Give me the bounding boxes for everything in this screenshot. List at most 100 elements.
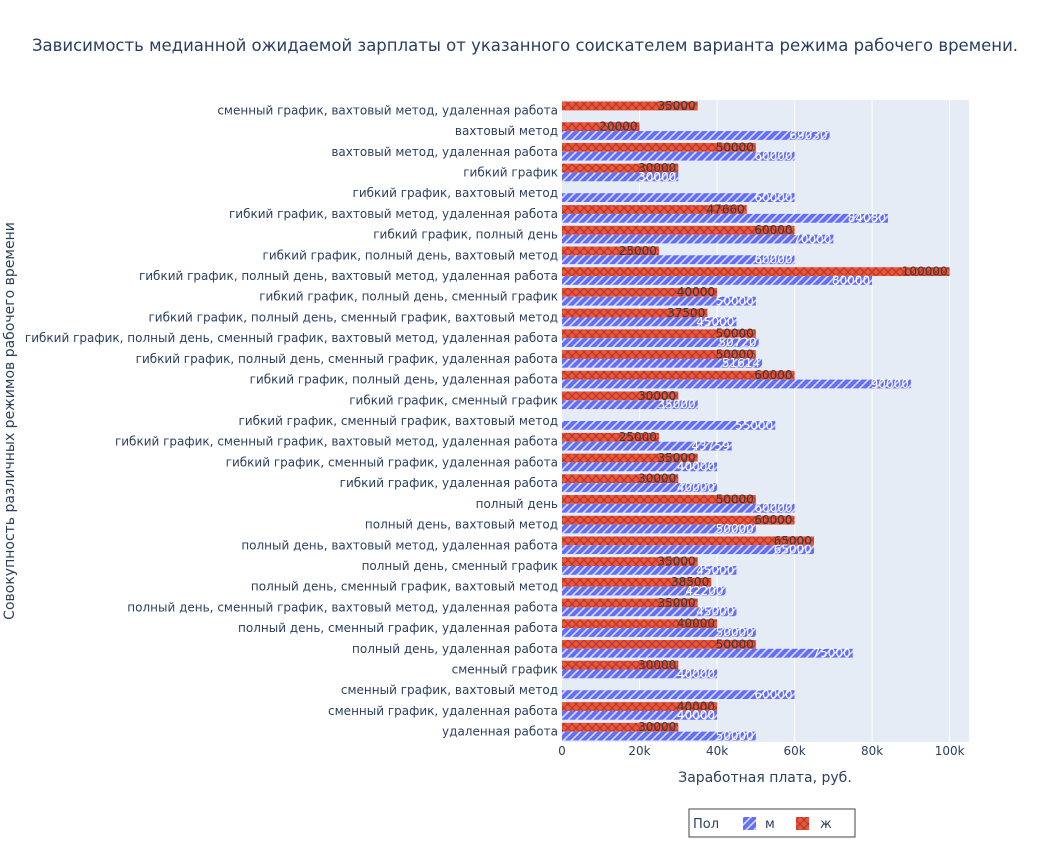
bar-m[interactable]	[562, 483, 718, 492]
bar-m[interactable]	[562, 213, 888, 223]
bar-m[interactable]	[562, 669, 718, 679]
data-label-m: 51614	[722, 356, 760, 370]
data-label-m: 55000	[735, 418, 773, 432]
legend-swatch-f	[796, 817, 809, 830]
bar-f[interactable]	[562, 577, 712, 587]
bar-f[interactable]	[562, 722, 679, 732]
bar-m[interactable]	[562, 586, 726, 596]
legend: Пол м ж	[688, 808, 856, 838]
bar-m[interactable]	[562, 151, 795, 161]
bar-m[interactable]	[562, 193, 795, 202]
category-label: гибкий график, полный день, вахтовый мет…	[263, 248, 558, 262]
bar-f[interactable]	[562, 308, 708, 318]
bar-m[interactable]	[562, 255, 795, 265]
bar-m[interactable]	[562, 545, 814, 555]
bar-m[interactable]	[562, 441, 732, 451]
bar-m[interactable]	[562, 400, 698, 410]
category-label: сменный график, вахтовый метод	[341, 683, 558, 697]
category-label: гибкий график	[463, 165, 558, 179]
legend-item-f[interactable]: ж	[796, 817, 832, 832]
bar-m[interactable]	[562, 524, 756, 534]
bar-m[interactable]	[562, 338, 759, 347]
bar-f[interactable]	[562, 101, 698, 111]
category-label: гибкий график, удаленная работа	[340, 476, 558, 490]
bar-f[interactable]	[562, 267, 950, 277]
category-label: вахтовый метод, удаленная работа	[331, 145, 558, 159]
bar-m[interactable]	[562, 317, 737, 327]
bar-f[interactable]	[562, 350, 756, 359]
x-tick-label: 60k	[783, 744, 805, 758]
bar-f[interactable]	[562, 619, 718, 629]
bar-f[interactable]	[562, 391, 679, 401]
bar-f[interactable]	[562, 370, 795, 380]
bar-m[interactable]	[562, 234, 834, 244]
bar-f[interactable]	[562, 536, 814, 546]
bar-m[interactable]	[562, 731, 756, 741]
bar-m[interactable]	[562, 421, 776, 430]
bar-f[interactable]	[562, 287, 718, 297]
bar-f[interactable]	[562, 660, 679, 670]
bar-f[interactable]	[562, 495, 756, 504]
category-label: полный день, сменный график, вахтовый ме…	[251, 580, 558, 594]
category-label: полный день, вахтовый метод	[365, 518, 558, 532]
data-label-f: 50000	[716, 327, 754, 341]
bar-m[interactable]	[562, 276, 873, 285]
bar-f[interactable]	[562, 432, 659, 442]
data-label-m: 43759	[691, 439, 729, 453]
bar-f[interactable]	[562, 640, 756, 649]
data-label-f: 65000	[774, 534, 812, 548]
data-label-m: 70000	[793, 232, 831, 246]
bar-m[interactable]	[562, 358, 763, 368]
bar-f[interactable]	[562, 474, 679, 484]
bar-f[interactable]	[562, 515, 795, 525]
bar-f[interactable]	[562, 225, 795, 235]
bar-m[interactable]	[562, 296, 756, 306]
bar-f[interactable]	[562, 598, 698, 608]
bar-f[interactable]	[562, 246, 659, 256]
bar-m[interactable]	[562, 710, 718, 720]
data-label-m: 35000	[657, 398, 695, 412]
bar-m[interactable]	[562, 607, 737, 617]
data-label-f: 30000	[638, 389, 676, 403]
bar-m[interactable]	[562, 462, 718, 472]
bar-f[interactable]	[562, 329, 756, 339]
data-label-m: 90000	[871, 377, 909, 391]
data-label-m: 65000	[774, 543, 812, 557]
bar-m[interactable]	[562, 628, 756, 637]
x-tick-label: 80k	[861, 744, 883, 758]
bar-f[interactable]	[562, 702, 718, 711]
bar-f[interactable]	[562, 557, 698, 566]
category-label: полный день, вахтовый метод, удаленная р…	[241, 538, 558, 552]
bar-f[interactable]	[562, 142, 756, 152]
data-label-m: 60000	[754, 149, 792, 163]
data-label-f: 60000	[754, 223, 792, 237]
data-label-m: 60000	[754, 688, 792, 702]
category-label: гибкий график, сменный график, вахтовый …	[239, 414, 558, 428]
x-tick-labels: 0 20k 40k 60k 80k 100k	[558, 744, 964, 758]
bar-m[interactable]	[562, 565, 737, 575]
bar-f[interactable]	[562, 453, 698, 463]
data-label-f: 50000	[716, 637, 754, 651]
legend-label-f: ж	[820, 817, 832, 832]
bar-m[interactable]	[562, 503, 795, 513]
data-label-m: 50000	[716, 729, 754, 743]
bar-m[interactable]	[562, 131, 830, 140]
x-tick-label: 20k	[628, 744, 650, 758]
bar-m[interactable]	[562, 379, 911, 389]
legend-box	[688, 808, 856, 838]
data-label-m: 40000	[677, 708, 715, 722]
bar-m[interactable]	[562, 172, 679, 182]
bar-f[interactable]	[562, 163, 679, 173]
legend-item-m[interactable]: м	[743, 817, 775, 832]
data-label-f: 30000	[638, 658, 676, 672]
bar-m[interactable]	[562, 648, 853, 658]
bar-f[interactable]	[562, 122, 640, 132]
data-label-f: 25000	[619, 430, 657, 444]
bar-f[interactable]	[562, 205, 747, 214]
data-label-m: 30000	[638, 170, 676, 184]
category-label: вахтовый метод	[455, 124, 558, 138]
data-label-m: 60000	[754, 253, 792, 267]
bar-m[interactable]	[562, 690, 795, 700]
data-label-f: 25000	[619, 244, 657, 258]
data-label-f: 20000	[599, 120, 637, 134]
